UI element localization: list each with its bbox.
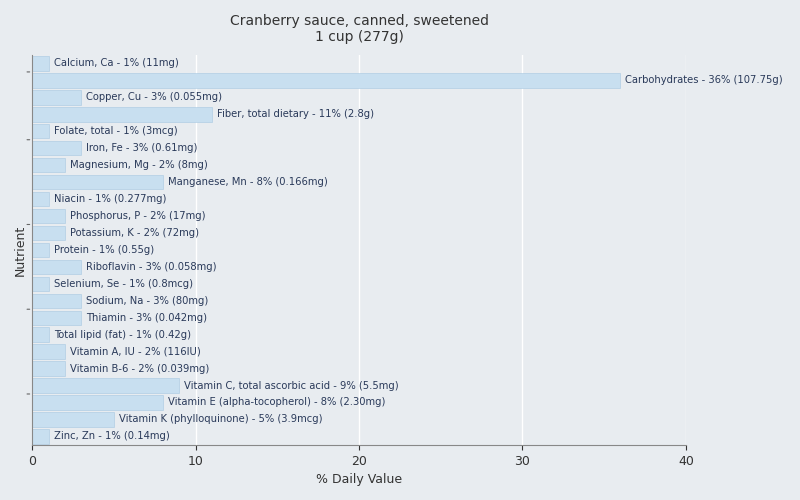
Text: Carbohydrates - 36% (107.75g): Carbohydrates - 36% (107.75g) bbox=[626, 76, 783, 86]
Bar bbox=[33, 56, 49, 70]
Bar bbox=[33, 260, 82, 274]
Bar bbox=[33, 90, 82, 104]
Bar bbox=[33, 107, 212, 122]
Bar bbox=[33, 412, 114, 426]
Text: Vitamin K (phylloquinone) - 5% (3.9mcg): Vitamin K (phylloquinone) - 5% (3.9mcg) bbox=[119, 414, 322, 424]
Text: Selenium, Se - 1% (0.8mcg): Selenium, Se - 1% (0.8mcg) bbox=[54, 279, 193, 289]
Bar bbox=[33, 378, 179, 392]
Bar bbox=[33, 192, 49, 206]
Bar bbox=[33, 226, 65, 240]
Bar bbox=[33, 294, 82, 308]
Bar bbox=[33, 344, 65, 359]
Bar bbox=[33, 328, 49, 342]
Text: Vitamin B-6 - 2% (0.039mg): Vitamin B-6 - 2% (0.039mg) bbox=[70, 364, 210, 374]
Text: Zinc, Zn - 1% (0.14mg): Zinc, Zn - 1% (0.14mg) bbox=[54, 432, 170, 442]
Bar bbox=[33, 158, 65, 172]
X-axis label: % Daily Value: % Daily Value bbox=[316, 473, 402, 486]
Bar bbox=[33, 242, 49, 257]
Text: Iron, Fe - 3% (0.61mg): Iron, Fe - 3% (0.61mg) bbox=[86, 143, 198, 153]
Text: Total lipid (fat) - 1% (0.42g): Total lipid (fat) - 1% (0.42g) bbox=[54, 330, 190, 340]
Bar bbox=[33, 141, 82, 156]
Text: Phosphorus, P - 2% (17mg): Phosphorus, P - 2% (17mg) bbox=[70, 211, 206, 221]
Bar bbox=[33, 209, 65, 223]
Text: Fiber, total dietary - 11% (2.8g): Fiber, total dietary - 11% (2.8g) bbox=[217, 110, 374, 120]
Text: Copper, Cu - 3% (0.055mg): Copper, Cu - 3% (0.055mg) bbox=[86, 92, 222, 102]
Text: Sodium, Na - 3% (80mg): Sodium, Na - 3% (80mg) bbox=[86, 296, 209, 306]
Text: Manganese, Mn - 8% (0.166mg): Manganese, Mn - 8% (0.166mg) bbox=[168, 177, 328, 187]
Text: Niacin - 1% (0.277mg): Niacin - 1% (0.277mg) bbox=[54, 194, 166, 204]
Bar bbox=[33, 396, 163, 409]
Text: Thiamin - 3% (0.042mg): Thiamin - 3% (0.042mg) bbox=[86, 312, 207, 322]
Text: Magnesium, Mg - 2% (8mg): Magnesium, Mg - 2% (8mg) bbox=[70, 160, 208, 170]
Bar bbox=[33, 276, 49, 291]
Bar bbox=[33, 73, 621, 88]
Text: Folate, total - 1% (3mcg): Folate, total - 1% (3mcg) bbox=[54, 126, 178, 136]
Y-axis label: Nutrient: Nutrient bbox=[14, 224, 27, 276]
Text: Protein - 1% (0.55g): Protein - 1% (0.55g) bbox=[54, 245, 154, 255]
Bar bbox=[33, 310, 82, 325]
Text: Vitamin E (alpha-tocopherol) - 8% (2.30mg): Vitamin E (alpha-tocopherol) - 8% (2.30m… bbox=[168, 398, 386, 407]
Text: Riboflavin - 3% (0.058mg): Riboflavin - 3% (0.058mg) bbox=[86, 262, 217, 272]
Bar bbox=[33, 175, 163, 190]
Title: Cranberry sauce, canned, sweetened
1 cup (277g): Cranberry sauce, canned, sweetened 1 cup… bbox=[230, 14, 489, 44]
Text: Vitamin A, IU - 2% (116IU): Vitamin A, IU - 2% (116IU) bbox=[70, 346, 201, 356]
Text: Potassium, K - 2% (72mg): Potassium, K - 2% (72mg) bbox=[70, 228, 199, 238]
Text: Vitamin C, total ascorbic acid - 9% (5.5mg): Vitamin C, total ascorbic acid - 9% (5.5… bbox=[184, 380, 399, 390]
Bar bbox=[33, 429, 49, 444]
Bar bbox=[33, 362, 65, 376]
Bar bbox=[33, 124, 49, 138]
Text: Calcium, Ca - 1% (11mg): Calcium, Ca - 1% (11mg) bbox=[54, 58, 178, 68]
